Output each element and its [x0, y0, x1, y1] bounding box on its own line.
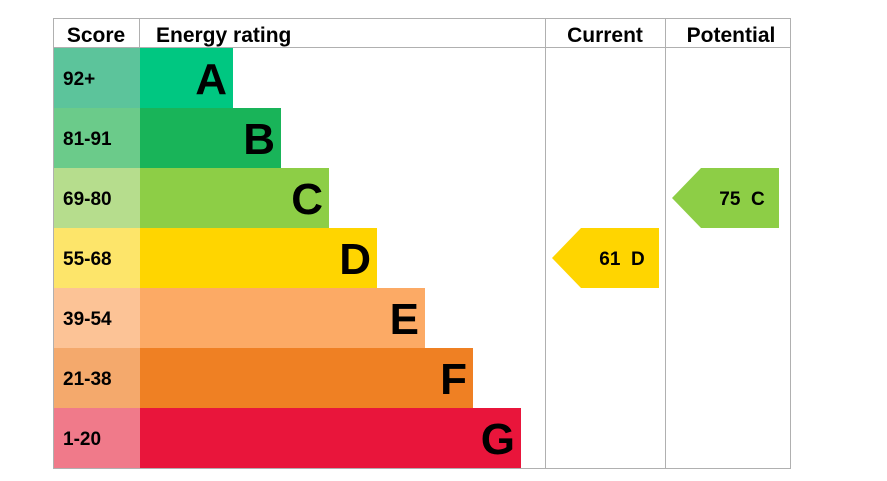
header-score: Score [67, 24, 125, 47]
potential-rating-arrow-label: 75 C [719, 189, 765, 210]
table-grid [53, 18, 791, 469]
rating-letter-e: E [390, 295, 419, 344]
rating-letter-c: C [291, 175, 323, 224]
rating-bar-d [140, 228, 377, 288]
score-cell-g [54, 408, 140, 468]
score-range-c: 69-80 [63, 189, 112, 210]
score-range-e: 39-54 [63, 309, 112, 330]
header-potential: Potential [687, 24, 776, 47]
rating-bar-c [140, 168, 329, 228]
score-cell-f [54, 348, 140, 408]
potential-rating-arrow [672, 168, 779, 228]
rating-bands: 92+ A 81-91 B 69-80 C 55-68 D 39-54 E 21-38 F 1-20 G [54, 48, 521, 468]
score-cell-c [54, 168, 140, 228]
score-range-f: 21-38 [63, 369, 112, 390]
rating-bar-f [140, 348, 473, 408]
score-range-g: 1-20 [63, 429, 101, 450]
score-cell-e [54, 288, 140, 348]
rating-bar-g [140, 408, 521, 468]
header-current: Current [567, 24, 643, 47]
header-energy-rating: Energy rating [156, 24, 291, 47]
rating-letter-d: D [339, 235, 371, 284]
score-cell-a [54, 48, 140, 108]
score-range-d: 55-68 [63, 249, 112, 270]
score-range-b: 81-91 [63, 129, 112, 150]
rating-letter-b: B [243, 115, 275, 164]
rating-letter-f: F [440, 355, 467, 404]
rating-letter-g: G [481, 415, 515, 464]
score-cell-d [54, 228, 140, 288]
current-rating-arrow [552, 228, 659, 288]
rating-bar-a [140, 48, 233, 108]
rating-bar-b [140, 108, 281, 168]
current-rating-arrow-label: 61 D [599, 249, 644, 270]
score-cell-b [54, 108, 140, 168]
rating-letter-a: A [195, 55, 227, 104]
rating-bar-e [140, 288, 425, 348]
score-range-a: 92+ [63, 69, 95, 90]
rating-arrows: 61 D 75 C [552, 168, 779, 288]
